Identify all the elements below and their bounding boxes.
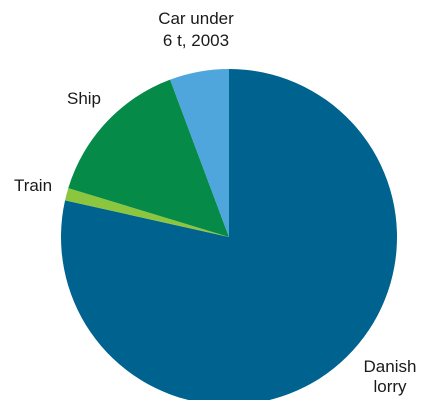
pie-slices [61, 69, 397, 400]
pie-label-ship: Ship [67, 89, 101, 108]
pie-label-car-under-6-t-2003: Car under 6 t, 2003 [158, 9, 234, 50]
pie-label-line: Train [14, 176, 52, 195]
pie-label-line: Car under [158, 9, 234, 28]
pie-label-line: lorry [373, 377, 407, 396]
pie-label-danish-lorry: Danish lorry [364, 357, 417, 396]
pie-label-line: 6 t, 2003 [163, 31, 229, 50]
pie-slice-danish-lorry [61, 69, 397, 400]
pie-labels: Danish lorry Train Ship Car under 6 t, 2003 [14, 9, 417, 396]
pie-slice-ship [68, 79, 230, 237]
pie-label-line: Ship [67, 89, 101, 108]
pie-label-train: Train [14, 176, 52, 195]
pie-label-line: Danish [364, 357, 417, 376]
pie-slice-train [65, 188, 229, 237]
pie-slice-car-under-6-t-2003 [170, 69, 229, 237]
